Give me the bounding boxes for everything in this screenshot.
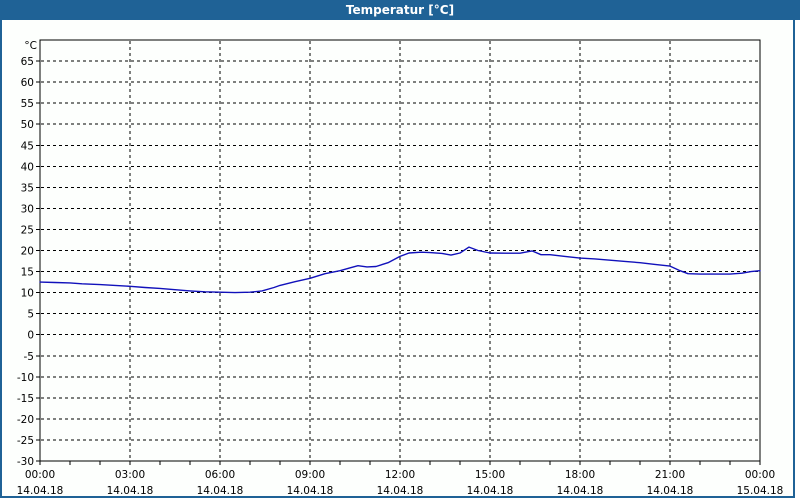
y-tick-label: 5: [27, 309, 34, 321]
x-tick-date-label: 14.04.18: [377, 485, 424, 497]
x-tick-time-label: 15:00: [475, 469, 505, 481]
y-axis-unit-label: °C: [24, 40, 37, 52]
x-tick-time-label: 12:00: [385, 469, 415, 481]
y-tick-label: -30: [17, 456, 34, 468]
temperature-series-line: [39, 246, 761, 294]
x-tick-date-label: 14.04.18: [647, 485, 694, 497]
window-body: [0, 20, 795, 498]
x-tick-date-label: 15.04.18: [737, 485, 784, 497]
x-tick-time-label: 18:00: [565, 469, 595, 481]
y-tick-label: 40: [21, 161, 34, 173]
x-tick-time-label: 06:00: [205, 469, 235, 481]
plot-border: [39, 39, 761, 462]
x-tick-date-label: 14.04.18: [287, 485, 334, 497]
window-titlebar[interactable]: Temperatur [°C]: [0, 0, 800, 20]
x-tick-date-label: 14.04.18: [557, 485, 604, 497]
y-tick-label: 55: [21, 98, 34, 110]
y-tick-label: 15: [21, 267, 34, 279]
x-tick-time-label: 09:00: [295, 469, 325, 481]
y-tick-label: 50: [21, 119, 34, 131]
x-tick-date-label: 14.04.18: [467, 485, 514, 497]
y-tick-label: 30: [21, 203, 34, 215]
x-tick-date-label: 14.04.18: [197, 485, 244, 497]
y-tick-label: 35: [21, 182, 34, 194]
x-tick-time-label: 03:00: [115, 469, 145, 481]
y-tick-label: -20: [17, 414, 34, 426]
y-tick-label: -15: [17, 393, 34, 405]
y-tick-label: 0: [27, 330, 34, 342]
x-tick-time-label: 00:00: [745, 469, 775, 481]
y-tick-label: -25: [17, 435, 34, 447]
y-tick-label: 60: [21, 77, 34, 89]
y-tick-label: -5: [24, 351, 34, 363]
y-tick-label: -10: [17, 372, 34, 384]
x-tick-time-label: 21:00: [655, 469, 685, 481]
window-title: Temperatur [°C]: [345, 3, 455, 17]
x-tick-date-label: 14.04.18: [107, 485, 154, 497]
y-tick-label: 20: [21, 246, 34, 258]
y-tick-label: 10: [21, 288, 34, 300]
x-tick-date-label: 14.04.18: [17, 485, 64, 497]
x-tick-time-label: 00:00: [25, 469, 55, 481]
y-tick-label: 25: [21, 224, 34, 236]
y-tick-label: 65: [21, 56, 34, 68]
y-tick-label: 45: [21, 140, 34, 152]
